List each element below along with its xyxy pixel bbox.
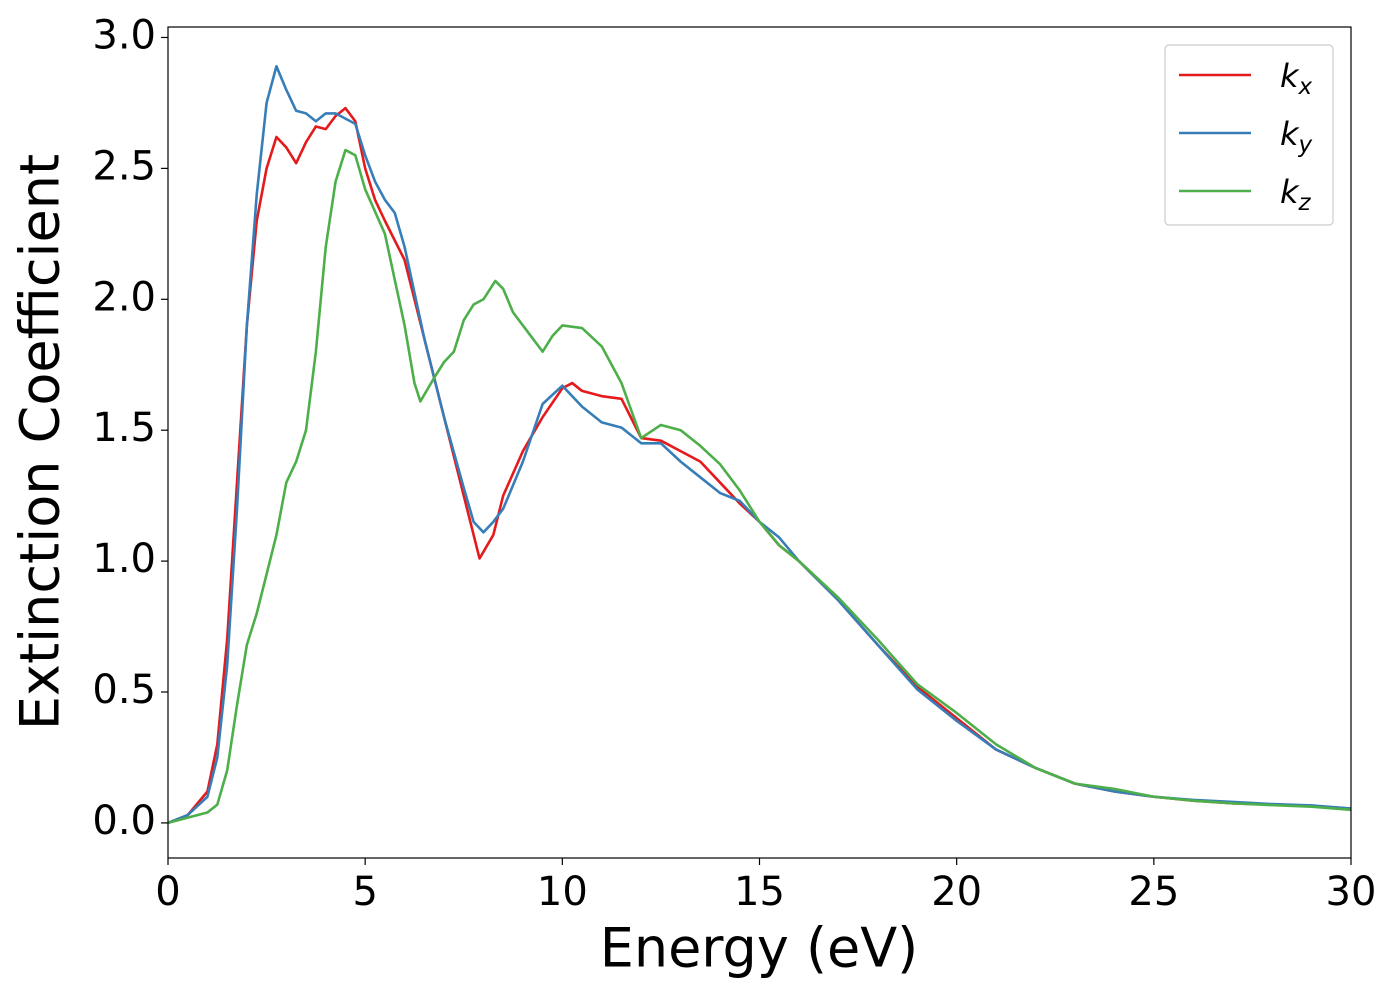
y-axis-label: Extinction Coefficient [9, 154, 72, 730]
y-tick-label: 0.5 [92, 667, 156, 713]
x-tick-label: 20 [931, 869, 982, 915]
legend-label: kz [1280, 173, 1312, 216]
line [168, 64, 1351, 825]
plot-frame [167, 26, 1352, 859]
x-tick-label: 10 [537, 869, 588, 915]
line [168, 148, 1351, 825]
y-tick-label: 2.0 [92, 274, 156, 320]
y-tick-label: 2.5 [92, 143, 156, 189]
x-tick-label: 30 [1326, 869, 1377, 915]
legend-box [1164, 44, 1334, 226]
y-tick-label: 0.0 [92, 798, 156, 844]
x-tick-label: 5 [352, 869, 377, 915]
x-axis-label: Energy (eV) [600, 917, 919, 980]
legend-label: kx [1280, 57, 1313, 100]
x-tick-label: 25 [1128, 869, 1179, 915]
y-tick-label: 1.5 [92, 405, 156, 451]
x-tick-label: 15 [734, 869, 785, 915]
legend-label: ky [1280, 115, 1313, 158]
y-tick-label: 1.0 [92, 536, 156, 582]
y-tick-label: 3.0 [92, 12, 156, 58]
x-tick-label: 0 [155, 869, 180, 915]
